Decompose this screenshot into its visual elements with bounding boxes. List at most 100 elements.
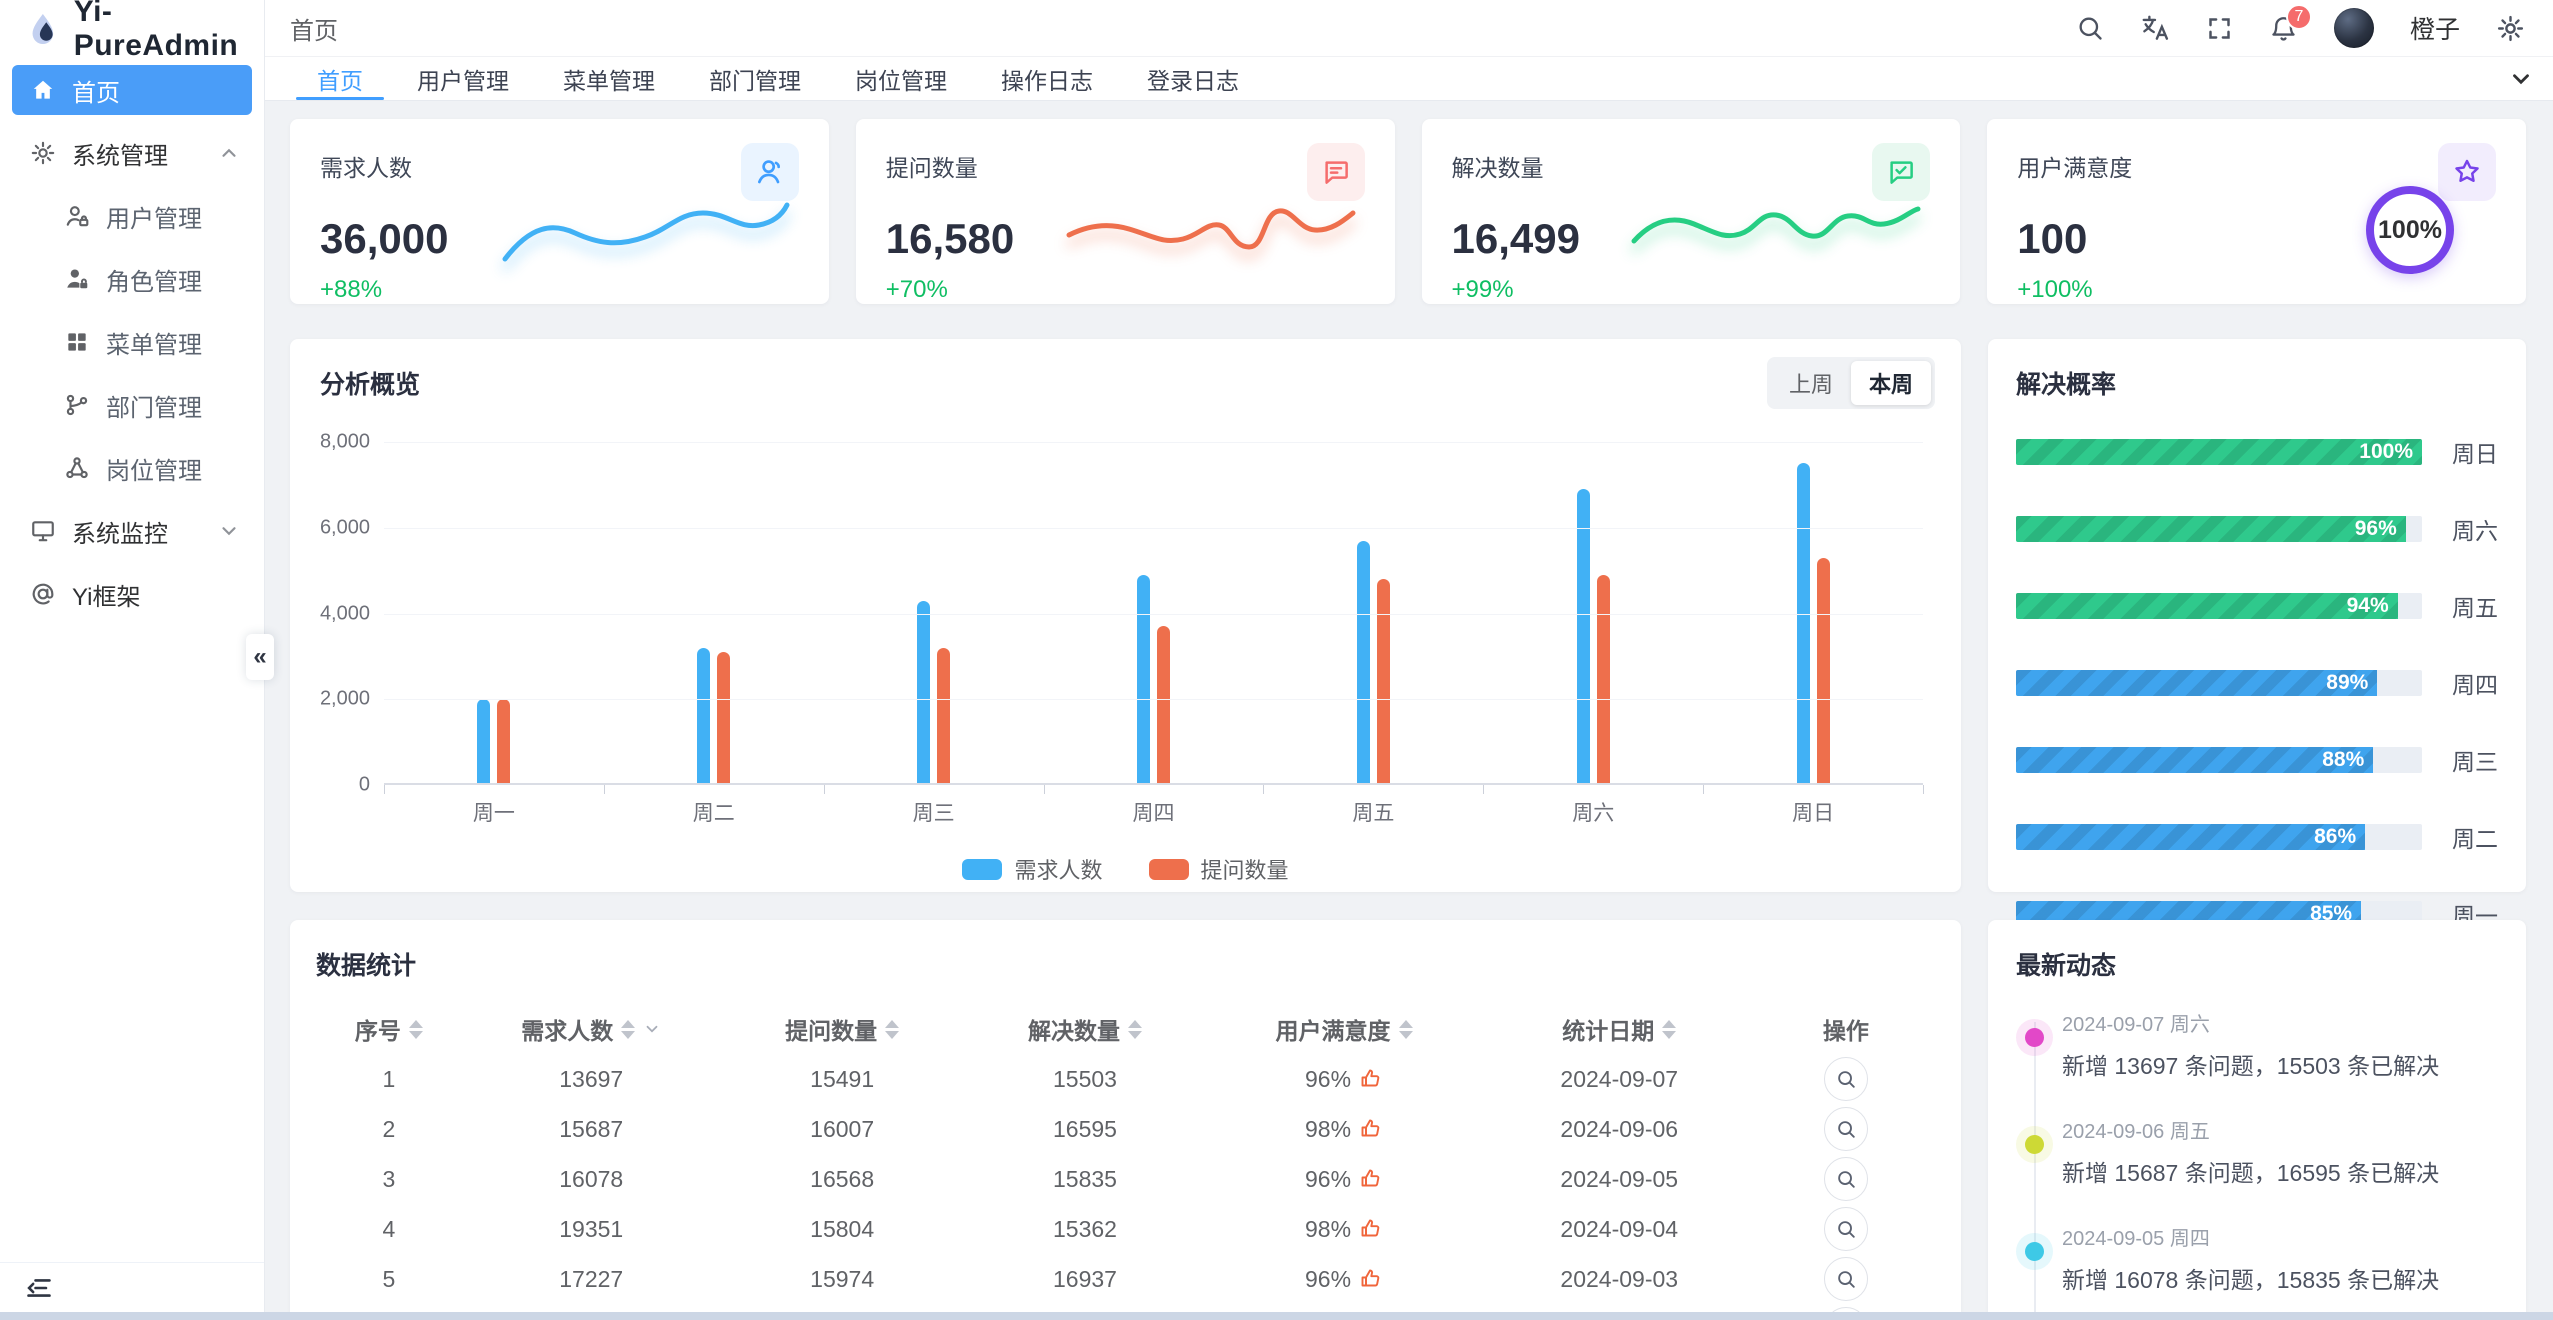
axis-tick — [1043, 785, 1045, 794]
progress-day-label: 周六 — [2452, 518, 2498, 544]
table-row: 4 19351 15804 15362 98% 2024-09-04 — [316, 1204, 1935, 1254]
progress-percent: 85% — [2310, 902, 2353, 925]
fullscreen-icon[interactable] — [2206, 15, 2233, 42]
row-view-button[interactable] — [1823, 1157, 1868, 1201]
sidebar-item-label: 首页 — [72, 79, 120, 107]
sidebar-item-post-mgmt[interactable]: 岗位管理 — [0, 443, 264, 493]
sidebar-collapse-handle[interactable]: « — [246, 634, 274, 680]
timeline-item: 2024-09-05 周四 新增 16078 条问题，15835 条已解决 — [2025, 1222, 2498, 1295]
sparkline-orange — [1066, 208, 1355, 250]
sort-control[interactable] — [621, 1019, 636, 1039]
sidebar-item-system-monitor[interactable]: 系统监控 — [0, 506, 264, 556]
this-week-button[interactable]: 本周 — [1850, 361, 1931, 405]
news-title: 最新动态 — [2016, 952, 2117, 980]
week-toggle: 上周 本周 — [1766, 357, 1935, 409]
cell-date: 2024-09-03 — [1560, 1265, 1679, 1292]
sidebar-item-dept-mgmt[interactable]: 部门管理 — [0, 380, 264, 430]
progress-track: 89% — [2016, 670, 2422, 696]
timeline-dot-icon — [2025, 1242, 2044, 1261]
satisfaction-ring: 100% — [2366, 186, 2454, 274]
last-week-button[interactable]: 上周 — [1788, 372, 1833, 397]
progress-day-label: 周四 — [2452, 672, 2498, 698]
stat-card-satisfaction: 用户满意度 100 +100% 100% — [1987, 119, 2526, 304]
home-icon — [33, 80, 53, 99]
progress-row: 86% 周二 — [2016, 820, 2498, 854]
tabs-more-chevron-icon[interactable] — [2489, 57, 2553, 100]
table-header-row: 序号 需求人数 提问数量 解决数量 用户满意度 统计日期 操作 — [316, 1004, 1935, 1054]
app-logo[interactable]: Yi-PureAdmin — [0, 0, 264, 62]
search-icon[interactable] — [2076, 14, 2104, 42]
sidebar-item-system-mgmt[interactable]: 系统管理 — [0, 128, 264, 178]
username[interactable]: 橙子 — [2409, 16, 2460, 44]
sidebar-item-user-mgmt[interactable]: 用户管理 — [0, 191, 264, 241]
row-view-button[interactable] — [1823, 1107, 1868, 1151]
tab-user-mgmt[interactable]: 用户管理 — [417, 67, 509, 94]
sidebar-item-label: 系统监控 — [72, 520, 168, 548]
timeline-item: 2024-09-07 周六 新增 13697 条问题，15503 条已解决 — [2025, 1008, 2498, 1081]
sidebar-item-menu-mgmt[interactable]: 菜单管理 — [0, 317, 264, 367]
sidebar-item-role-mgmt[interactable]: 角色管理 — [0, 254, 264, 304]
axis-tick — [1923, 785, 1924, 794]
cell-demand: 16078 — [559, 1165, 624, 1192]
cell-satisfaction: 96% — [1206, 1266, 1481, 1293]
notifications-bell-icon[interactable]: 7 — [2269, 3, 2312, 43]
sort-control[interactable] — [1398, 1019, 1413, 1039]
avatar[interactable] — [2333, 8, 2374, 48]
tab-op-log[interactable]: 操作日志 — [1001, 67, 1093, 94]
sidebar-item-label: 用户管理 — [106, 205, 202, 233]
settings-gear-icon[interactable] — [2496, 14, 2525, 43]
menu-fold-icon[interactable] — [25, 1274, 53, 1302]
legend-item[interactable]: 提问数量 — [1148, 853, 1289, 885]
latest-news-card: 最新动态 2024-09-07 周六 新增 13697 条问题，15503 条已解… — [1988, 920, 2526, 1320]
sort-control[interactable] — [408, 1019, 423, 1039]
legend-item[interactable]: 需求人数 — [962, 853, 1103, 885]
filter-chevron-icon[interactable] — [643, 1020, 661, 1038]
chart-bar — [1356, 540, 1370, 785]
sort-control[interactable] — [885, 1019, 900, 1039]
sidebar-item-label: 角色管理 — [106, 268, 202, 296]
chart-bar — [697, 647, 711, 785]
grid-icon — [68, 333, 86, 351]
sidebar-item-label: 岗位管理 — [106, 457, 202, 485]
translate-icon[interactable] — [2140, 13, 2170, 43]
tab-dept-mgmt[interactable]: 部门管理 — [709, 67, 801, 94]
breadcrumb[interactable]: 首页 — [290, 17, 338, 45]
tab-menu-mgmt[interactable]: 菜单管理 — [563, 67, 655, 94]
cell-demand: 17227 — [559, 1265, 624, 1292]
sidebar-item-yi-framework[interactable]: Yi框架 — [0, 569, 264, 619]
progress-day-label: 周二 — [2452, 826, 2498, 852]
cell-questions: 15491 — [810, 1065, 875, 1092]
sparkline-green — [1631, 206, 1921, 244]
monitor-icon — [32, 521, 54, 542]
row-view-button[interactable] — [1823, 1207, 1868, 1251]
sort-control[interactable] — [1128, 1019, 1142, 1039]
row-view-button[interactable] — [1823, 1257, 1868, 1301]
progress-track: 100% — [2016, 439, 2422, 465]
tab-post-mgmt[interactable]: 岗位管理 — [855, 67, 947, 94]
stat-delta: +100% — [2017, 276, 2093, 303]
tab-login-log[interactable]: 登录日志 — [1147, 67, 1239, 94]
bar-group — [1044, 442, 1264, 785]
stat-card-solved: 解决数量 16,499 +99% — [1421, 119, 1961, 304]
chevron-down-icon — [222, 527, 236, 536]
timeline-text: 新增 16078 条问题，15835 条已解决 — [2062, 1267, 2440, 1293]
bar-group — [1483, 442, 1703, 785]
progress-row: 96% 周六 — [2016, 512, 2498, 546]
stat-cards-row: 需求人数 36,000 +88% 提问数量 — [290, 119, 2526, 304]
share-nodes-icon — [66, 457, 88, 479]
window-bottom-scrollbar[interactable] — [0, 1312, 2553, 1320]
cell-solved: 16937 — [1053, 1265, 1117, 1292]
progress-row: 89% 周四 — [2016, 666, 2498, 700]
row-view-button[interactable] — [1823, 1057, 1868, 1101]
col-header: 统计日期 — [1562, 1018, 1655, 1044]
progress-row: 88% 周三 — [2016, 743, 2498, 777]
cell-questions: 15974 — [810, 1265, 875, 1292]
chart-bar — [1157, 626, 1170, 785]
progress-track: 86% — [2016, 824, 2422, 850]
tab-home[interactable]: 首页 — [290, 57, 390, 100]
sidebar-item-home[interactable]: 首页 — [12, 65, 252, 115]
x-tick-label: 周日 — [1792, 802, 1835, 825]
analysis-title: 分析概览 — [320, 371, 421, 399]
cell-no: 1 — [382, 1065, 396, 1092]
sort-control[interactable] — [1662, 1019, 1677, 1039]
